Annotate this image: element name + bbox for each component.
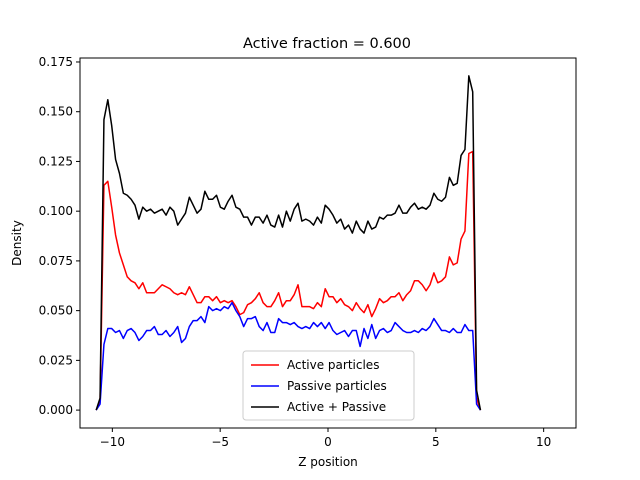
series-line-2 xyxy=(95,75,482,411)
y-tick-label: 0.075 xyxy=(39,254,73,268)
y-tick-label: 0.175 xyxy=(39,55,73,69)
ticks-layer: −10 −5 0 5 10 0.000 0.025 0.050 0.075 0.100 0.125 0… xyxy=(39,55,552,449)
x-axis-label: Z position xyxy=(298,455,358,469)
y-axis-label: Density xyxy=(10,220,24,266)
legend-label-1: Passive particles xyxy=(287,379,387,393)
y-tick-label: 0.150 xyxy=(39,105,73,119)
y-tick-label: 0.125 xyxy=(39,154,73,168)
y-tick-label: 0.000 xyxy=(39,403,73,417)
chart-title: Active fraction = 0.600 xyxy=(243,36,411,52)
legend: Active particles Passive particles Active … xyxy=(242,350,415,421)
x-tick-label: 0 xyxy=(324,435,332,449)
y-tick-label: 0.025 xyxy=(39,353,73,367)
x-tick-label: −5 xyxy=(211,435,229,449)
series-line-1 xyxy=(95,301,482,411)
legend-label-2: Active + Passive xyxy=(287,400,386,414)
y-tick-label: 0.100 xyxy=(39,204,73,218)
y-tick-label: 0.050 xyxy=(39,304,73,318)
legend-box xyxy=(242,350,415,421)
series-line-0 xyxy=(95,150,482,411)
x-tick-label: 10 xyxy=(536,435,551,449)
x-tick-label: −10 xyxy=(100,435,125,449)
series-layer xyxy=(95,75,482,411)
legend-label-0: Active particles xyxy=(287,358,379,372)
x-tick-label: 5 xyxy=(432,435,440,449)
